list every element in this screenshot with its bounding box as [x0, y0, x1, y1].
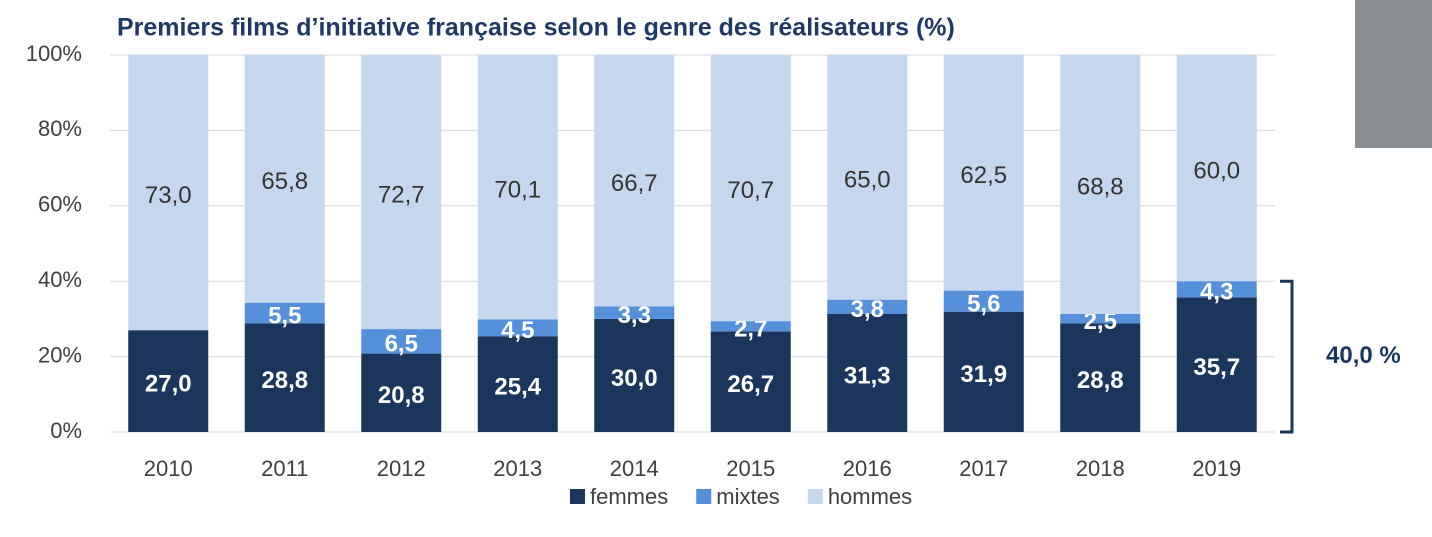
- data-label: 27,0: [145, 370, 192, 397]
- data-label: 3,8: [851, 296, 884, 323]
- data-label: 72,7: [378, 181, 425, 208]
- data-label: 62,5: [960, 162, 1007, 189]
- poster-thumbnail: [1355, 0, 1432, 148]
- x-tick-label: 2015: [726, 456, 775, 481]
- x-tick-label: 2011: [261, 456, 308, 481]
- data-label: 26,7: [727, 371, 774, 398]
- data-label: 60,0: [1193, 157, 1240, 184]
- y-tick-label: 100%: [26, 41, 82, 66]
- x-tick-label: 2017: [959, 456, 1008, 481]
- x-tick-label: 2013: [493, 456, 542, 481]
- data-label: 4,5: [501, 317, 534, 344]
- data-label: 31,9: [960, 361, 1007, 388]
- x-tick-label: 2019: [1192, 456, 1241, 481]
- x-tick-label: 2010: [144, 456, 193, 481]
- data-label: 28,8: [1077, 367, 1124, 394]
- y-tick-label: 80%: [38, 116, 82, 141]
- x-tick-label: 2012: [377, 456, 426, 481]
- data-label: 20,8: [378, 382, 425, 409]
- data-label: 35,7: [1193, 354, 1240, 381]
- data-label: 31,3: [844, 362, 891, 389]
- annotation: 40,0 %: [1326, 342, 1401, 369]
- y-tick-label: 60%: [38, 192, 82, 217]
- data-label: 5,5: [268, 302, 301, 329]
- legend-swatch: [808, 489, 823, 504]
- chart-title: Premiers films d’initiative française se…: [117, 14, 955, 42]
- y-tick-label: 20%: [38, 342, 82, 367]
- data-label: 68,8: [1077, 174, 1124, 201]
- data-label: 5,6: [967, 291, 1000, 318]
- data-label: 65,0: [844, 166, 891, 193]
- data-label: 6,5: [385, 331, 418, 358]
- data-label: 4,3: [1200, 279, 1233, 306]
- chart: Premiers films d’initiative française se…: [0, 0, 1432, 537]
- legend-swatch: [696, 489, 711, 504]
- legend-label: hommes: [828, 484, 912, 509]
- data-label: 70,7: [727, 177, 774, 204]
- y-tick-label: 0%: [50, 418, 82, 443]
- legend-label: mixtes: [716, 484, 780, 509]
- data-label: 66,7: [611, 170, 658, 197]
- data-label: 70,1: [494, 176, 541, 203]
- data-label: 65,8: [261, 168, 308, 195]
- legend-swatch: [570, 489, 585, 504]
- x-tick-label: 2016: [843, 456, 892, 481]
- y-tick-label: 40%: [38, 267, 82, 292]
- legend-label: femmes: [590, 484, 668, 509]
- annotation-bracket: [1280, 281, 1292, 432]
- data-label: 73,0: [145, 182, 192, 209]
- data-label: 28,8: [261, 367, 308, 394]
- data-label: 25,4: [494, 373, 541, 400]
- x-tick-label: 2014: [610, 456, 659, 481]
- x-tick-label: 2018: [1076, 456, 1125, 481]
- data-label: 30,0: [611, 365, 658, 392]
